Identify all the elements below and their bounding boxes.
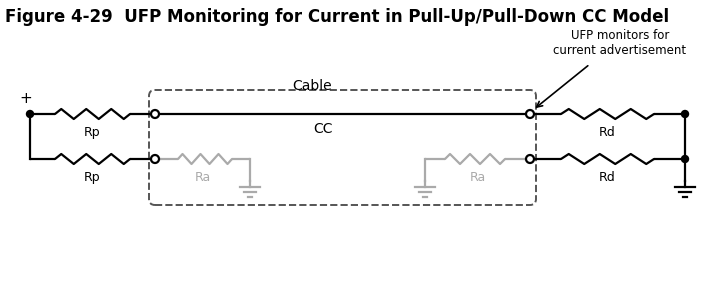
Text: Figure 4-29  UFP Monitoring for Current in Pull-Up/Pull-Down CC Model: Figure 4-29 UFP Monitoring for Current i… — [5, 8, 669, 26]
Circle shape — [526, 110, 534, 118]
Text: Rd: Rd — [599, 126, 616, 139]
Circle shape — [682, 156, 688, 163]
Text: +: + — [20, 91, 33, 106]
Text: Ra: Ra — [195, 171, 211, 184]
Text: Ra: Ra — [470, 171, 486, 184]
Text: Cable: Cable — [293, 79, 333, 93]
Circle shape — [27, 110, 33, 118]
Text: Rd: Rd — [599, 171, 616, 184]
Text: Rp: Rp — [84, 171, 101, 184]
Circle shape — [151, 110, 159, 118]
Text: CC: CC — [313, 122, 333, 136]
Circle shape — [682, 110, 688, 118]
Circle shape — [151, 155, 159, 163]
Text: UFP monitors for
current advertisement: UFP monitors for current advertisement — [553, 29, 687, 57]
Circle shape — [526, 155, 534, 163]
Text: Rp: Rp — [84, 126, 101, 139]
